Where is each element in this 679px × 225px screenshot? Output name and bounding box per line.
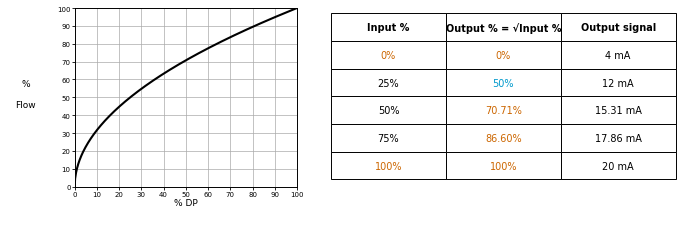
Text: Flow: Flow [16, 101, 36, 110]
X-axis label: % DP: % DP [174, 198, 198, 207]
Text: %: % [22, 79, 30, 88]
